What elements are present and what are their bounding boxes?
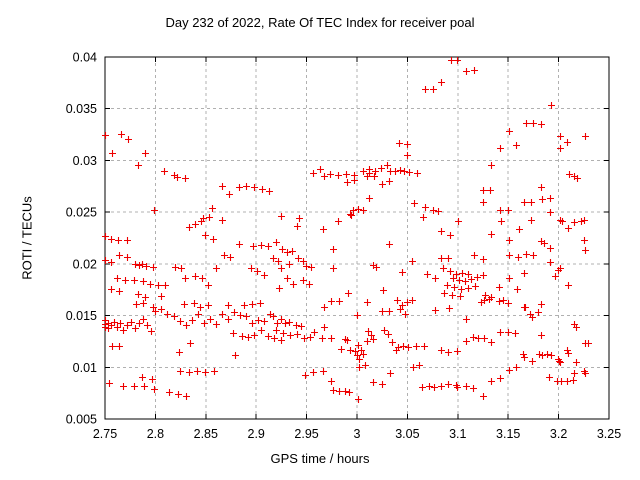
data-points — [102, 57, 592, 403]
x-tick-label: 2.9 — [248, 427, 265, 441]
y-tick-label: 0.02 — [73, 257, 97, 271]
x-tick-label: 3 — [354, 427, 361, 441]
y-tick-label: 0.005 — [66, 413, 97, 427]
x-tick-label: 3.25 — [597, 427, 621, 441]
y-tick-label: 0.03 — [73, 154, 97, 168]
y-tick-label: 0.04 — [73, 51, 97, 65]
x-tick-label: 3.2 — [550, 427, 567, 441]
y-tick-label: 0.035 — [66, 102, 97, 116]
x-tick-label: 2.85 — [194, 427, 218, 441]
y-axis-label-text: ROTI / TECUs — [19, 196, 35, 280]
tick-labels: 2.75 2.8 2.85 2.9 2.95 3 3.05 3.1 3.15 3.2 3.25 0.0… — [66, 51, 621, 442]
data-point-markers — [102, 57, 592, 403]
grid-lines — [105, 57, 609, 419]
x-tick-label: 3.05 — [395, 427, 419, 441]
chart-title: Day 232 of 2022, Rate Of TEC Index for r… — [165, 15, 475, 30]
y-tick-label: 0.025 — [66, 206, 97, 220]
x-tick-label: 2.8 — [147, 427, 164, 441]
x-tick-label: 2.95 — [294, 427, 318, 441]
x-tick-label: 2.75 — [93, 427, 117, 441]
y-tick-label: 0.015 — [66, 309, 97, 323]
x-tick-label: 3.1 — [449, 427, 466, 441]
x-axis-label: GPS time / hours — [270, 451, 370, 466]
y-tick-label: 0.01 — [73, 361, 97, 375]
x-tick-label: 3.15 — [496, 427, 520, 441]
